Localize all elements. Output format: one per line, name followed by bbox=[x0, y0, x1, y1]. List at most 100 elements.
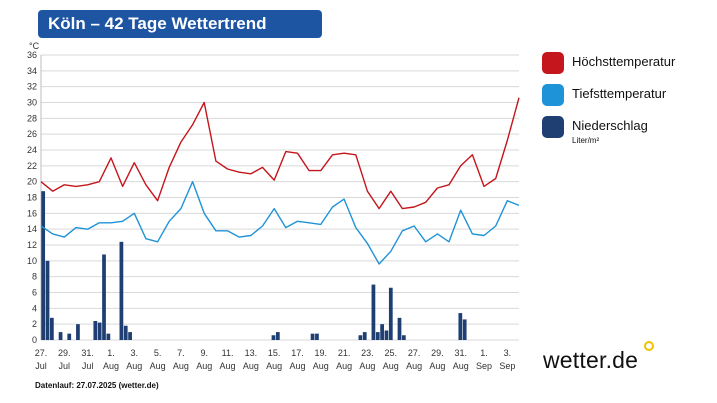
x-tick-day: 17. bbox=[291, 348, 304, 358]
precipitation-bar bbox=[401, 335, 406, 340]
precipitation-bars bbox=[41, 191, 467, 340]
legend-label-min-temp: Tiefsttemperatur bbox=[572, 86, 667, 101]
y-tick-label: 10 bbox=[27, 256, 37, 266]
precipitation-bar bbox=[358, 335, 363, 340]
precipitation-bar bbox=[271, 335, 276, 340]
legend-label-max-temp: Höchsttemperatur bbox=[572, 54, 676, 69]
x-tick-month: Aug bbox=[429, 361, 445, 371]
y-tick-label: 22 bbox=[27, 161, 37, 171]
x-tick-day: 3. bbox=[504, 348, 512, 358]
x-tick-month: Aug bbox=[359, 361, 375, 371]
precipitation-bar bbox=[123, 325, 128, 340]
x-tick-month: Aug bbox=[126, 361, 142, 371]
x-tick-day: 1. bbox=[107, 348, 115, 358]
precipitation-bar bbox=[310, 333, 315, 340]
y-tick-label: 16 bbox=[27, 208, 37, 218]
precipitation-bar bbox=[397, 317, 402, 340]
chart-title: Köln – 42 Tage Wettertrend bbox=[38, 10, 322, 38]
y-tick-label: 6 bbox=[32, 288, 37, 298]
x-tick-day: 1. bbox=[480, 348, 488, 358]
x-tick-day: 19. bbox=[315, 348, 328, 358]
x-tick-month: Aug bbox=[289, 361, 305, 371]
x-tick-month: Aug bbox=[406, 361, 422, 371]
max-temp-line bbox=[40, 97, 520, 210]
x-tick-day: 15. bbox=[268, 348, 281, 358]
y-tick-label: 4 bbox=[32, 303, 37, 313]
legend-label-precip: Niederschlag bbox=[572, 118, 648, 133]
x-tick-month: Aug bbox=[336, 361, 352, 371]
x-tick-day: 13. bbox=[245, 348, 258, 358]
x-tick-month: Aug bbox=[383, 361, 399, 371]
x-tick-labels: 27. Jul 29. Jul 31. Jul 1. Aug 3. Aug 5. Aug 7. Aug 9.… bbox=[35, 348, 516, 371]
y-axis-unit: °C bbox=[29, 41, 40, 51]
x-tick-month: Jul bbox=[59, 361, 71, 371]
precipitation-bar bbox=[362, 332, 367, 340]
x-tick-day: 25. bbox=[384, 348, 397, 358]
x-tick-month: Jul bbox=[82, 361, 94, 371]
precipitation-bar bbox=[275, 332, 280, 340]
temperature-lines bbox=[40, 97, 520, 265]
y-tick-label: 8 bbox=[32, 272, 37, 282]
legend-swatch-min-temp bbox=[542, 84, 564, 106]
x-tick-month: Aug bbox=[103, 361, 119, 371]
x-tick-day: 5. bbox=[154, 348, 162, 358]
x-tick-day: 7. bbox=[177, 348, 185, 358]
x-tick-month: Aug bbox=[453, 361, 469, 371]
x-tick-month: Sep bbox=[499, 361, 515, 371]
x-tick-month: Aug bbox=[243, 361, 259, 371]
y-tick-label: 24 bbox=[27, 145, 37, 155]
x-tick-day: 31. bbox=[454, 348, 467, 358]
precipitation-bar bbox=[93, 321, 98, 340]
x-tick-day: 11. bbox=[222, 348, 234, 358]
y-tick-label: 30 bbox=[27, 98, 37, 108]
precipitation-bar bbox=[106, 333, 111, 340]
x-tick-month: Aug bbox=[150, 361, 166, 371]
legend-swatch-max-temp bbox=[542, 52, 564, 74]
precipitation-bar bbox=[67, 333, 72, 340]
x-tick-month: Aug bbox=[173, 361, 189, 371]
brand-logo-dot bbox=[644, 341, 654, 351]
y-tick-label: 20 bbox=[27, 177, 37, 187]
x-tick-day: 27. bbox=[35, 348, 48, 358]
x-tick-day: 3. bbox=[131, 348, 139, 358]
x-tick-month: Aug bbox=[220, 361, 236, 371]
brand-logo: wetter.de bbox=[543, 347, 639, 373]
y-tick-label: 36 bbox=[27, 50, 37, 60]
precipitation-bar bbox=[49, 317, 54, 340]
precipitation-bar bbox=[41, 191, 46, 340]
precipitation-bar bbox=[119, 241, 124, 340]
y-tick-label: 28 bbox=[27, 113, 37, 123]
x-tick-day: 29. bbox=[431, 348, 444, 358]
y-tick-label: 2 bbox=[32, 319, 37, 329]
legend-unit-precip: Liter/m² bbox=[572, 136, 600, 145]
grid-lines bbox=[40, 54, 519, 341]
precipitation-bar bbox=[97, 322, 102, 340]
y-tick-label: 32 bbox=[27, 82, 37, 92]
y-tick-label: 0 bbox=[32, 335, 37, 345]
precipitation-bar bbox=[102, 254, 106, 340]
precipitation-bar bbox=[58, 332, 63, 340]
precipitation-bar bbox=[315, 333, 319, 340]
precipitation-bar bbox=[458, 313, 463, 340]
precipitation-bar bbox=[76, 324, 80, 340]
data-run-footer: Datenlauf: 27.07.2025 (wetter.de) bbox=[35, 381, 159, 390]
precipitation-bar bbox=[384, 330, 389, 340]
x-tick-month: Sep bbox=[476, 361, 492, 371]
x-tick-day: 23. bbox=[361, 348, 374, 358]
y-tick-label: 34 bbox=[27, 66, 37, 76]
x-tick-month: Aug bbox=[313, 361, 329, 371]
precipitation-bar bbox=[388, 287, 393, 340]
y-tick-label: 12 bbox=[27, 240, 37, 250]
x-tick-day: 9. bbox=[200, 348, 208, 358]
precipitation-bar bbox=[45, 260, 50, 340]
x-tick-month: Jul bbox=[35, 361, 47, 371]
min-temp-line bbox=[40, 180, 520, 265]
x-tick-day: 31. bbox=[81, 348, 94, 358]
precipitation-bar bbox=[375, 332, 380, 340]
x-tick-day: 27. bbox=[408, 348, 421, 358]
x-tick-month: Aug bbox=[266, 361, 282, 371]
precipitation-bar bbox=[128, 332, 132, 340]
precipitation-bar bbox=[462, 319, 467, 340]
